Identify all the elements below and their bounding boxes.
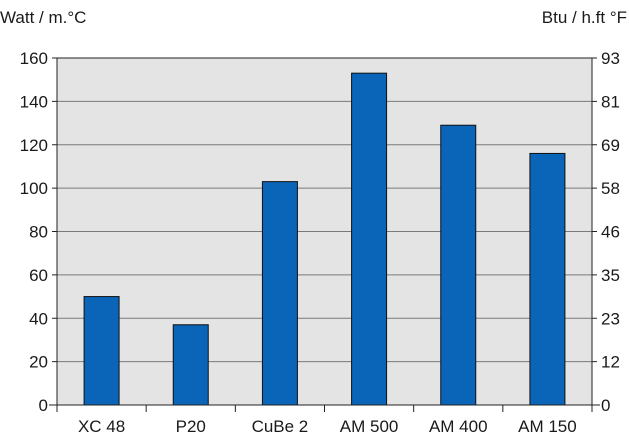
bar	[529, 152, 566, 406]
y-tick-label-right: 69	[601, 136, 620, 155]
bar	[261, 181, 298, 406]
bar	[83, 296, 120, 406]
y-tick-label-right: 58	[601, 179, 620, 198]
y-tick-label-left: 20	[29, 353, 48, 372]
bar	[351, 72, 388, 406]
y-tick-label-left: 0	[39, 396, 48, 415]
y-tick-label-right: 23	[601, 309, 620, 328]
x-tick-label: CuBe 2	[252, 417, 309, 436]
y-tick-label-right: 0	[601, 396, 610, 415]
x-tick-label: XC 48	[78, 417, 125, 436]
y-axis-label-left: Watt / m.°C	[0, 8, 86, 27]
x-tick-label: AM 150	[518, 417, 577, 436]
bars	[83, 72, 566, 406]
y-tick-label-left: 80	[29, 223, 48, 242]
y-tick-label-left: 140	[20, 92, 48, 111]
tick-labels: 0 0 20 12 40 23 60 35 80 46 100 58 120 69 140 81 160 93 XC…	[20, 49, 620, 436]
y-tick-label-right: 81	[601, 92, 620, 111]
y-tick-label-left: 160	[20, 49, 48, 68]
y-tick-label-left: 40	[29, 309, 48, 328]
bar	[440, 124, 477, 406]
y-tick-label-left: 60	[29, 266, 48, 285]
y-axis-label-right: Btu / h.ft °F	[542, 8, 627, 27]
y-tick-label-left: 120	[20, 136, 48, 155]
y-tick-label-right: 12	[601, 353, 620, 372]
y-tick-label-left: 100	[20, 179, 48, 198]
x-tick-label: AM 400	[429, 417, 488, 436]
y-tick-label-right: 93	[601, 49, 620, 68]
axes	[49, 57, 600, 412]
y-tick-label-right: 35	[601, 266, 620, 285]
x-tick-label: P20	[176, 417, 206, 436]
bar	[172, 324, 209, 406]
y-tick-label-right: 46	[601, 223, 620, 242]
x-tick-label: AM 500	[340, 417, 399, 436]
